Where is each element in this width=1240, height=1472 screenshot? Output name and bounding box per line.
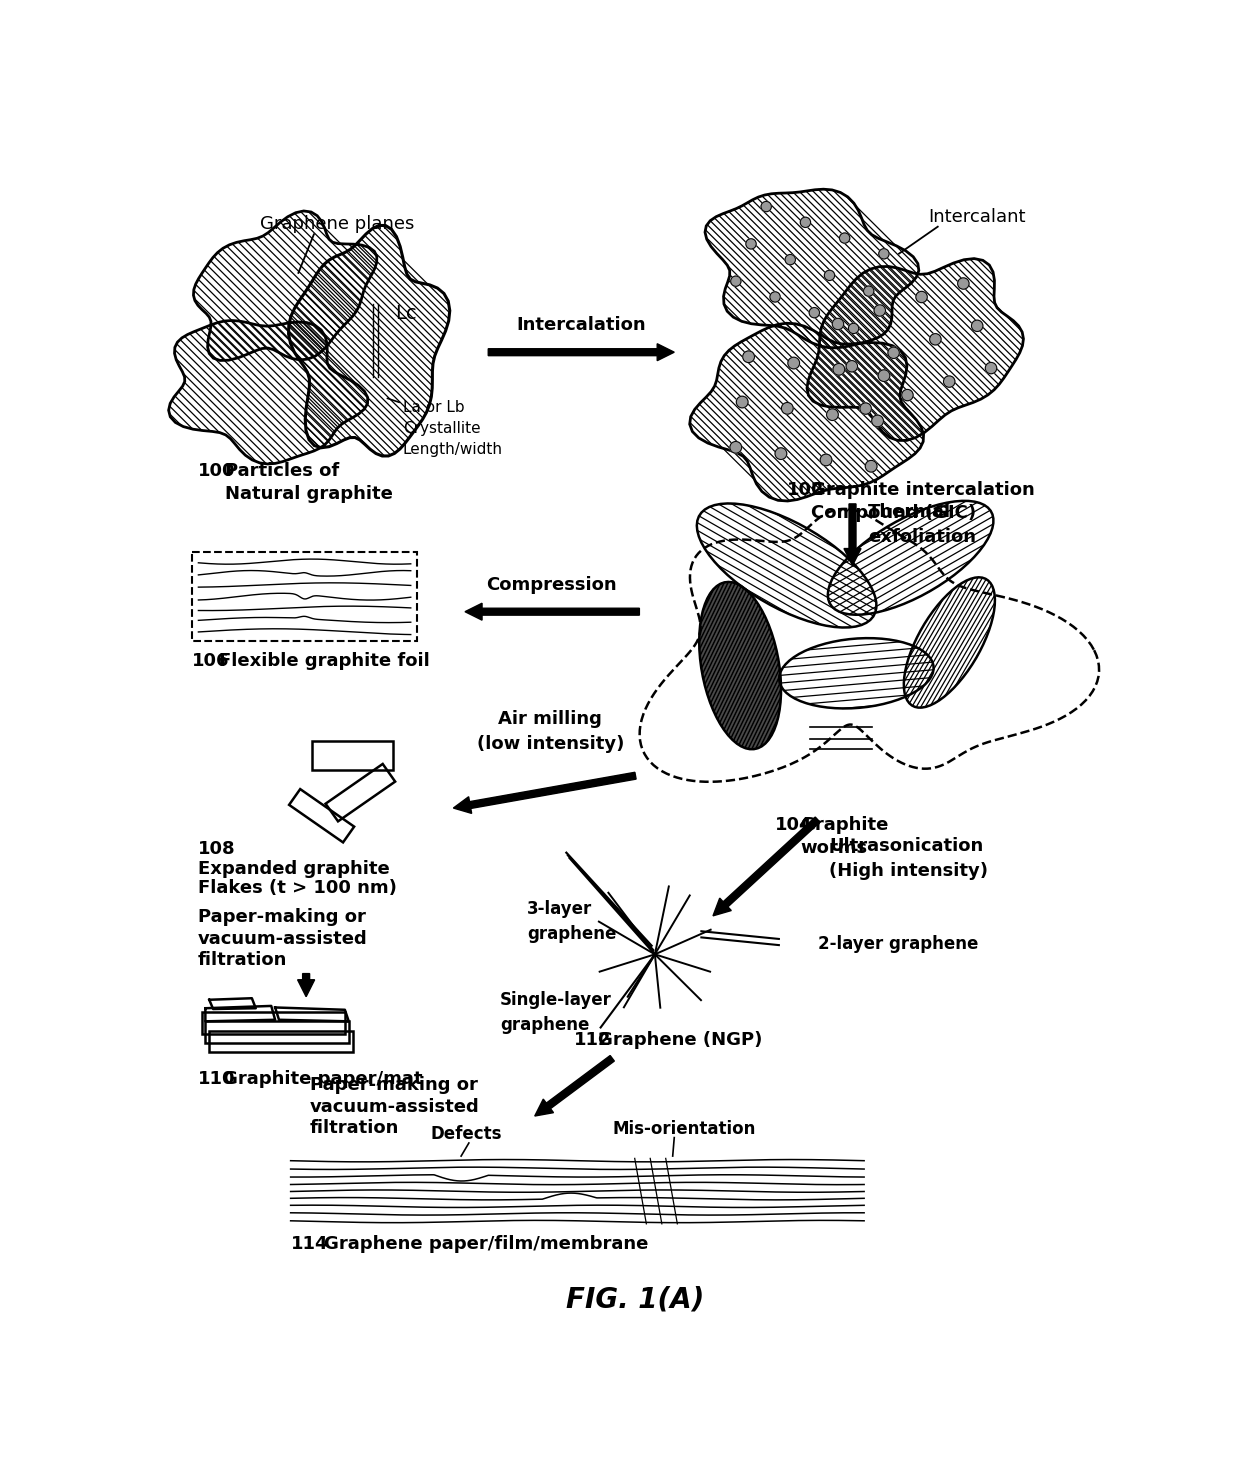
Text: Graphite
worms: Graphite worms (801, 815, 889, 857)
Text: Flakes (t > 100 nm): Flakes (t > 100 nm) (197, 879, 397, 896)
Text: 110: 110 (197, 1070, 236, 1088)
Text: Flexible graphite foil: Flexible graphite foil (219, 652, 430, 670)
Text: Graphene planes: Graphene planes (260, 215, 414, 234)
Circle shape (957, 278, 968, 289)
Text: Paper-making or: Paper-making or (197, 908, 366, 926)
Circle shape (810, 308, 820, 318)
Circle shape (916, 291, 928, 303)
Circle shape (861, 403, 872, 414)
Text: Graphite intercalation
Compound (GIC): Graphite intercalation Compound (GIC) (811, 481, 1035, 523)
Circle shape (743, 350, 754, 362)
Text: 2-layer graphene: 2-layer graphene (817, 935, 978, 952)
Circle shape (746, 238, 756, 249)
Circle shape (839, 233, 849, 243)
Circle shape (866, 461, 877, 473)
Text: 112: 112 (573, 1032, 611, 1050)
Text: Graphene paper/film/membrane: Graphene paper/film/membrane (324, 1235, 649, 1253)
Text: 3-layer
graphene: 3-layer graphene (527, 901, 616, 944)
Text: Thermal
exfoliation: Thermal exfoliation (868, 503, 976, 546)
Text: 106: 106 (192, 652, 229, 670)
Polygon shape (713, 817, 820, 916)
Circle shape (730, 442, 742, 453)
Circle shape (872, 415, 883, 427)
Text: Compression: Compression (486, 576, 618, 595)
Text: Particles of
Natural graphite: Particles of Natural graphite (224, 462, 393, 503)
Circle shape (944, 375, 955, 387)
Circle shape (874, 305, 885, 316)
Circle shape (986, 362, 997, 374)
Text: Intercalant: Intercalant (928, 208, 1025, 225)
Text: 104: 104 (775, 815, 812, 833)
Polygon shape (534, 1055, 614, 1116)
Text: Defects: Defects (430, 1125, 502, 1142)
Polygon shape (844, 503, 861, 565)
Text: Paper-making or: Paper-making or (310, 1076, 477, 1094)
Circle shape (820, 455, 832, 465)
Text: Graphene (NGP): Graphene (NGP) (598, 1032, 763, 1050)
Circle shape (827, 409, 838, 421)
Circle shape (730, 277, 742, 286)
Text: vacuum-assisted: vacuum-assisted (310, 1098, 480, 1116)
Polygon shape (489, 344, 675, 361)
Circle shape (971, 319, 983, 331)
Text: FIG. 1(A): FIG. 1(A) (567, 1285, 704, 1313)
Text: 114: 114 (290, 1235, 329, 1253)
Text: filtration: filtration (197, 951, 286, 969)
Text: 102: 102 (786, 481, 825, 499)
Text: 108: 108 (197, 841, 236, 858)
Polygon shape (465, 604, 640, 620)
Circle shape (879, 249, 889, 259)
Circle shape (901, 390, 913, 400)
Circle shape (775, 447, 786, 459)
Text: Single-layer
graphene: Single-layer graphene (500, 991, 611, 1035)
Polygon shape (298, 973, 315, 997)
Circle shape (770, 291, 780, 302)
Circle shape (787, 358, 800, 369)
Text: Air milling
(low intensity): Air milling (low intensity) (476, 710, 624, 752)
Text: Intercalation: Intercalation (516, 316, 646, 334)
Text: Graphite paper/mat: Graphite paper/mat (223, 1070, 423, 1088)
Circle shape (781, 402, 794, 414)
Text: Expanded graphite: Expanded graphite (197, 860, 389, 877)
Circle shape (846, 361, 858, 372)
Text: Lc: Lc (396, 305, 417, 324)
Circle shape (800, 218, 811, 228)
Circle shape (832, 318, 843, 330)
Circle shape (863, 286, 874, 296)
Text: Mis-orientation: Mis-orientation (613, 1120, 755, 1138)
Circle shape (930, 334, 941, 344)
Circle shape (888, 347, 899, 359)
Circle shape (878, 369, 890, 381)
Text: Ultrasonication
(High intensity): Ultrasonication (High intensity) (830, 838, 988, 880)
Circle shape (825, 271, 835, 281)
Circle shape (761, 202, 771, 212)
Polygon shape (454, 773, 636, 814)
Text: filtration: filtration (310, 1119, 399, 1136)
Circle shape (737, 396, 748, 408)
Circle shape (785, 255, 795, 265)
Circle shape (848, 324, 859, 334)
Text: vacuum-assisted: vacuum-assisted (197, 930, 367, 948)
Text: 100: 100 (197, 462, 236, 480)
Circle shape (833, 364, 844, 375)
Text: La or Lb
Crystallite
Length/width: La or Lb Crystallite Length/width (403, 400, 503, 456)
